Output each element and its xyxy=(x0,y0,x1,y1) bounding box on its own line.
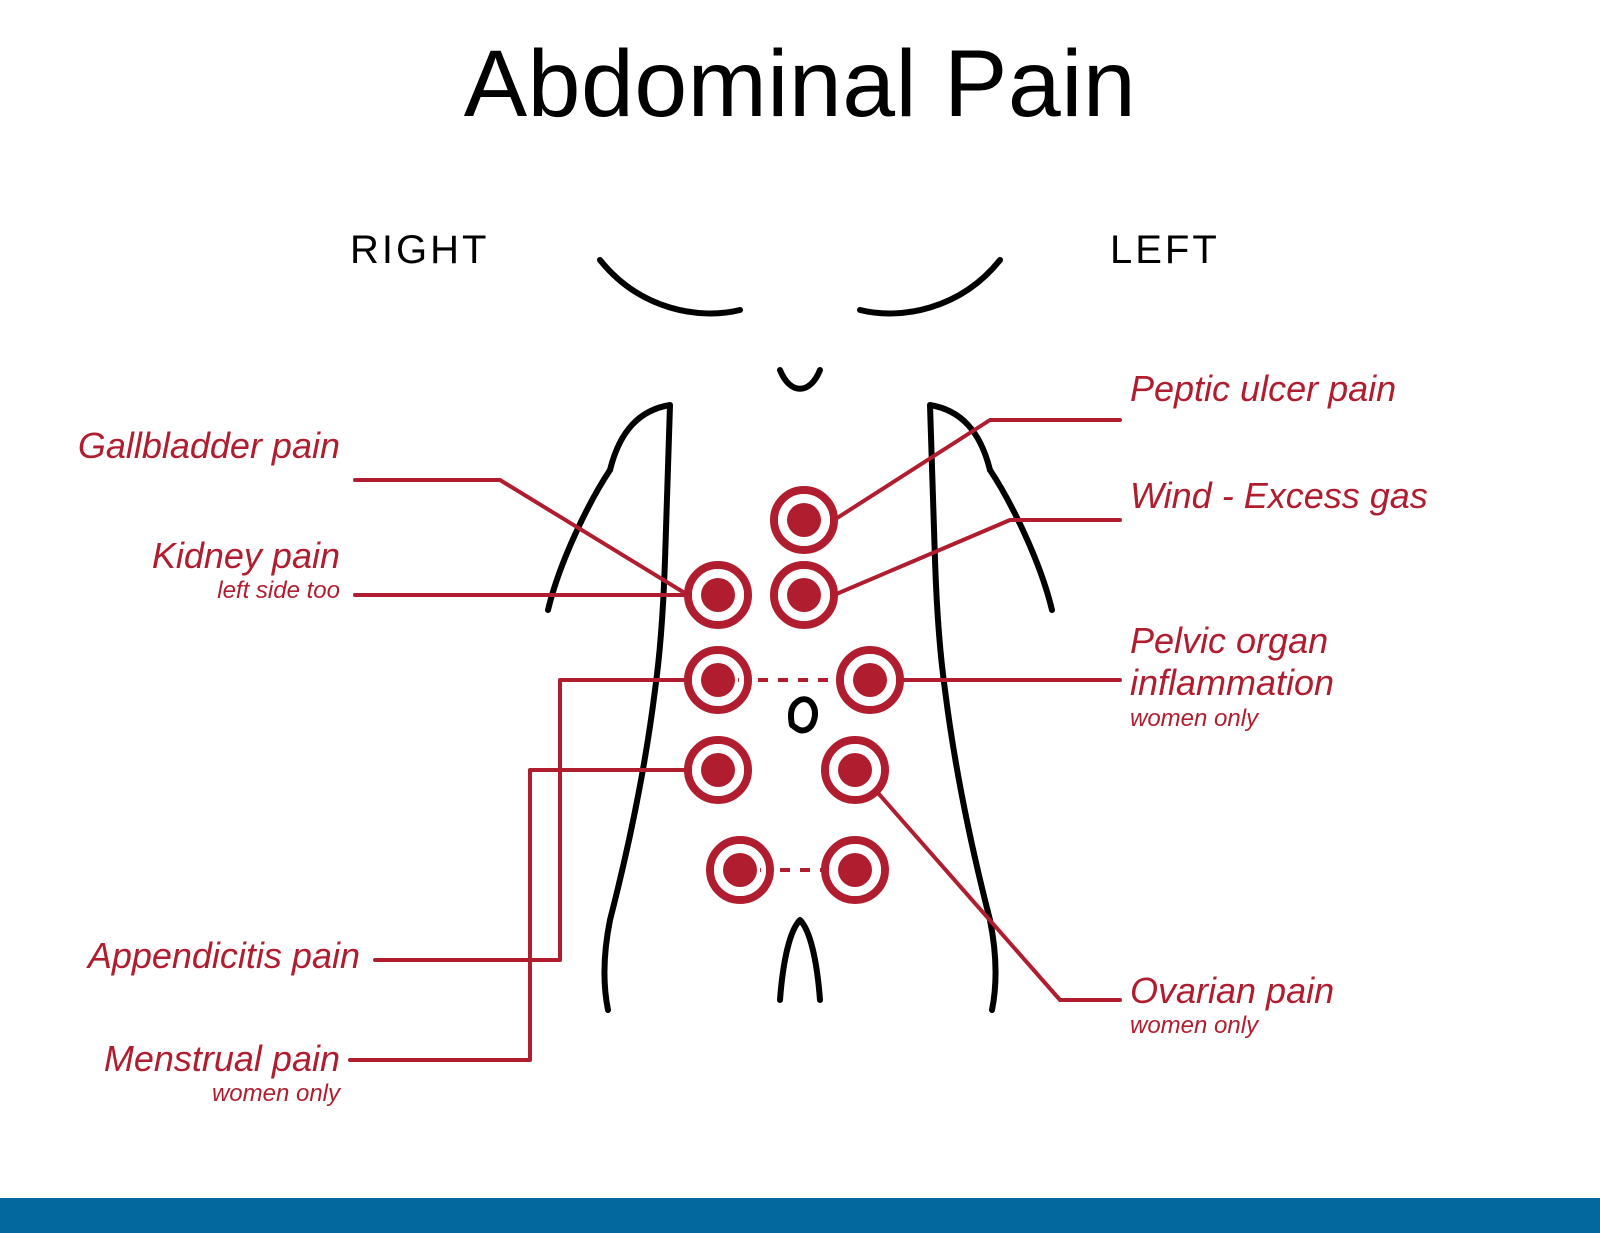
leader-lines xyxy=(350,420,1120,1060)
pain-marker-gallbladder xyxy=(688,565,748,625)
label-menstrual: Menstrual painwomen only xyxy=(0,1038,340,1109)
label-appendicitis: Appendicitis pain xyxy=(0,935,360,977)
label-pelvic-text: Pelvic organinflammation xyxy=(1130,620,1530,705)
pain-markers xyxy=(688,490,900,900)
pain-marker-ovarian_l xyxy=(825,840,885,900)
pain-marker-wind xyxy=(774,565,834,625)
label-pelvic: Pelvic organinflammationwomen only xyxy=(1130,620,1530,733)
pain-marker-peptic xyxy=(774,490,834,550)
label-appendicitis-text: Appendicitis pain xyxy=(0,935,360,977)
footer-bar xyxy=(0,1198,1600,1233)
label-gallbladder-text: Gallbladder pain xyxy=(0,425,340,467)
label-wind-text: Wind - Excess gas xyxy=(1130,475,1530,517)
diagram-canvas: Abdominal Pain RIGHT LEFT Gallbladder pa… xyxy=(0,0,1600,1233)
label-menstrual-text: Menstrual pain xyxy=(0,1038,340,1080)
pain-marker-kidney_r xyxy=(688,650,748,710)
pain-marker-appendix xyxy=(688,740,748,800)
label-kidney: Kidney painleft side too xyxy=(0,535,340,606)
label-pelvic-sub: women only xyxy=(1130,705,1530,733)
label-wind: Wind - Excess gas xyxy=(1130,475,1530,517)
label-kidney-sub: left side too xyxy=(0,577,340,605)
label-gallbladder: Gallbladder pain xyxy=(0,425,340,467)
label-ovarian-text: Ovarian pain xyxy=(1130,970,1530,1012)
label-ovarian: Ovarian painwomen only xyxy=(1130,970,1530,1041)
pain-marker-kidney_l xyxy=(840,650,900,710)
label-peptic: Peptic ulcer pain xyxy=(1130,368,1530,410)
label-kidney-text: Kidney pain xyxy=(0,535,340,577)
pain-marker-menstrual_r xyxy=(710,840,770,900)
label-menstrual-sub: women only xyxy=(0,1080,340,1108)
pain-marker-pelvic xyxy=(825,740,885,800)
label-ovarian-sub: women only xyxy=(1130,1012,1530,1040)
body-outline-icon xyxy=(548,260,1052,1010)
label-peptic-text: Peptic ulcer pain xyxy=(1130,368,1530,410)
